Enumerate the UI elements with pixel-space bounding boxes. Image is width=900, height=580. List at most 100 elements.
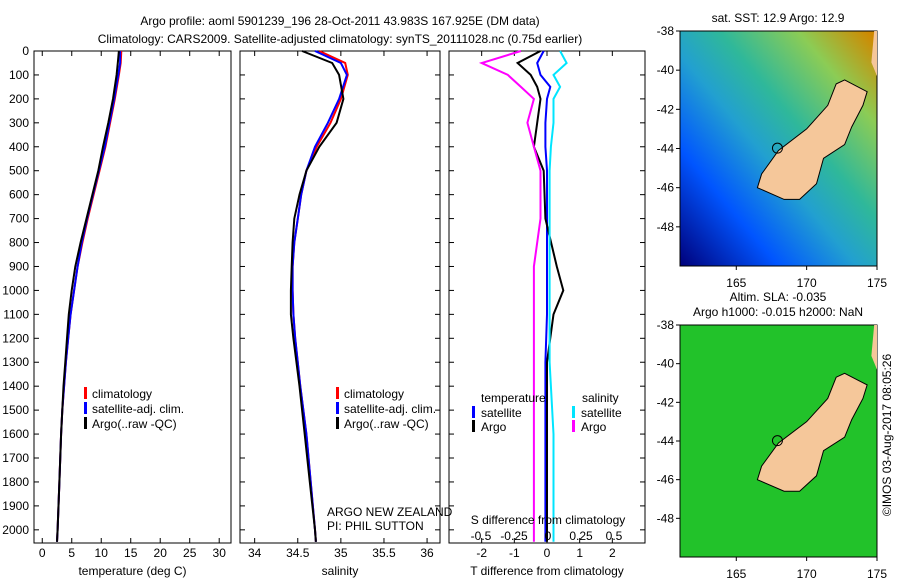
lon-tick-label: 165 [726,567,746,580]
legend-label: satellite-adj. clim. [92,402,184,416]
x-tick-label: -2 [476,546,487,560]
legend-swatch [84,387,87,399]
y-tick-label: 0 [22,44,29,58]
lon-tick-label: 170 [797,276,817,290]
legend-swatch [472,420,475,432]
map-field-0 [679,30,878,267]
x-tick-label: -1 [509,546,520,560]
legend-swatch [336,417,339,429]
map-sla-title: Altim. SLA: -0.035 [730,290,827,304]
y-tick-label: 800 [9,236,29,250]
panel-frame-0 [33,50,232,544]
x-axis-label: salinity [322,564,359,578]
legend-label: Argo [581,420,607,434]
legend-label: Argo(..raw -QC) [344,417,429,431]
series-line-argo-raw-qc- [289,50,345,542]
x-tick-label: 36 [420,546,434,560]
chart-title: Argo profile: aoml 5901239_196 28-Oct-20… [140,14,539,28]
legend-swatch [84,417,87,429]
x-tick-label: 5 [68,546,75,560]
legend-label: satellite [581,406,622,420]
series-line-argo [515,50,565,542]
argo-location-marker [771,142,783,154]
y-tick-label: 1500 [2,403,29,417]
x2-tick-label: -0.25 [500,529,528,543]
x2-axis-label: S difference from climatology [471,513,626,527]
annotation-program: ARGO NEW ZEALAND [327,505,453,519]
argo-location-marker [771,435,783,447]
land-north-island [871,31,877,77]
x-tick-label: 35.5 [372,546,396,560]
lat-tick-label: -48 [657,220,675,234]
x2-tick-label: -0.5 [471,529,492,543]
lat-tick-label: -46 [657,181,675,195]
chart-subtitle: Climatology: CARS2009. Satellite-adjuste… [98,32,582,46]
y-tick-label: 400 [9,140,29,154]
series-line-satellite [536,50,552,542]
legend-label: climatology [92,387,152,401]
legend-swatch [472,406,475,418]
lat-tick-label: -40 [657,357,675,371]
panel-frame-1 [239,50,441,544]
legend-swatch [572,406,575,418]
x-tick-label: 0 [39,546,46,560]
map-sla-subtitle: Argo h1000: -0.015 h2000: NaN [693,305,863,319]
x-tick-label: 35 [334,546,348,560]
x-axis-label: temperature (deg C) [78,564,186,578]
lat-tick-label: -40 [657,63,675,77]
x-tick-label: 34.5 [286,546,310,560]
y-tick-label: 1800 [2,475,29,489]
lon-tick-label: 165 [726,276,746,290]
x-tick-label: 1 [576,546,583,560]
lat-tick-label: -46 [657,473,675,487]
series-line-argo-raw-qc- [56,50,120,542]
land-north-island [871,325,877,370]
x2-tick-label: 0.25 [569,529,593,543]
legend-label: Argo [481,420,507,434]
y-tick-label: 2000 [2,523,29,537]
series-line-argo [478,50,542,542]
lat-tick-label: -38 [657,24,675,38]
land-south-island [756,372,868,492]
lat-tick-label: -44 [657,142,675,156]
y-tick-label: 1100 [3,307,29,321]
legend-swatch [84,402,87,414]
legend-label: climatology [344,387,404,401]
y-tick-label: 1700 [2,451,29,465]
lat-tick-label: -44 [657,434,675,448]
x-tick-label: 0 [544,546,551,560]
lat-tick-label: -42 [657,102,675,116]
x-tick-label: 30 [213,546,227,560]
map-field-1 [679,324,878,558]
x2-tick-label: 0.5 [606,529,623,543]
series-line-climatology [291,50,349,542]
y-tick-label: 500 [9,164,29,178]
lon-tick-label: 170 [797,567,817,580]
y-tick-label: 900 [9,259,29,273]
map-sst-title: sat. SST: 12.9 Argo: 12.9 [712,11,845,25]
y-tick-label: 200 [9,92,29,106]
lat-tick-label: -38 [657,318,675,332]
x-tick-label: 15 [124,546,138,560]
legend-header-salinity: salinity [582,391,619,405]
y-tick-label: 1600 [2,427,29,441]
legend-label: satellite-adj. clim. [344,402,436,416]
y-tick-label: 700 [9,212,29,226]
series-line-climatology [56,50,123,542]
y-tick-label: 600 [9,188,29,202]
y-tick-label: 1200 [2,331,29,345]
x-tick-label: 2 [609,546,616,560]
land-south-island [756,79,868,200]
x-axis-label: T difference from climatology [470,564,624,578]
x2-tick-label: 0 [545,529,552,543]
lon-tick-label: 175 [867,567,887,580]
y-tick-label: 1400 [2,379,29,393]
y-tick-label: 100 [9,68,29,82]
legend-swatch [572,420,575,432]
legend-label: Argo(..raw -QC) [92,417,177,431]
legend-swatch [336,402,339,414]
x-tick-label: 25 [183,546,197,560]
legend-label: satellite [481,406,522,420]
x-tick-label: 34 [248,546,262,560]
